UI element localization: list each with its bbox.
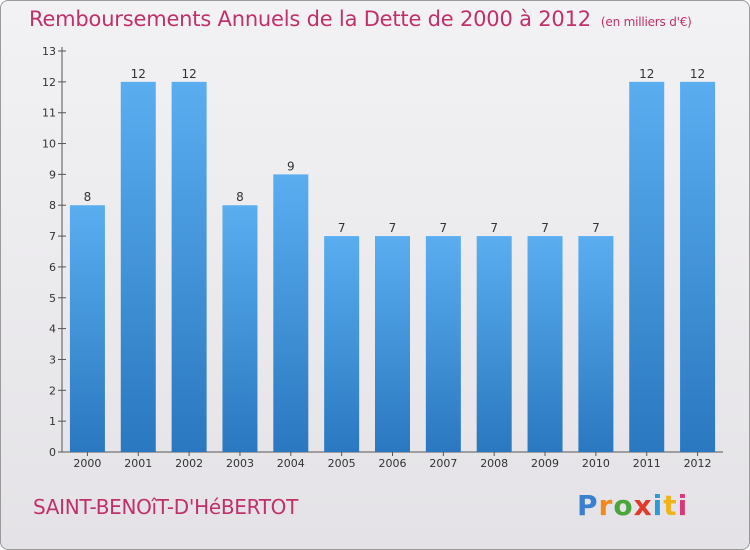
bar xyxy=(324,236,360,452)
bar xyxy=(527,236,563,452)
x-tick-label: 2007 xyxy=(429,457,457,470)
y-tick-label: 0 xyxy=(49,446,56,459)
x-tick-label: 2001 xyxy=(124,457,152,470)
x-tick-label: 2002 xyxy=(175,457,203,470)
proxiti-logo: Proxiti xyxy=(577,489,689,522)
bar xyxy=(120,81,156,452)
bar xyxy=(375,236,410,452)
bar-value-label: 7 xyxy=(389,221,397,235)
bar-value-label: 12 xyxy=(639,67,654,81)
bar-value-label: 7 xyxy=(338,221,346,235)
y-tick-label: 7 xyxy=(49,230,56,243)
x-tick-label: 2003 xyxy=(226,457,254,470)
x-tick-label: 2005 xyxy=(328,457,356,470)
x-tick-label: 2006 xyxy=(379,457,407,470)
y-tick-label: 5 xyxy=(49,292,56,305)
bar-value-label: 8 xyxy=(236,190,244,204)
x-tick-label: 2012 xyxy=(684,457,712,470)
bar-value-label: 9 xyxy=(287,159,295,173)
y-tick-label: 10 xyxy=(42,138,56,151)
x-tick-label: 2010 xyxy=(582,457,610,470)
y-tick-label: 1 xyxy=(49,415,56,428)
bar xyxy=(222,205,258,452)
bar xyxy=(680,81,716,452)
chart-unit: (en milliers d'€) xyxy=(600,15,692,29)
y-tick-label: 8 xyxy=(49,199,56,212)
bar xyxy=(273,174,309,452)
bar-value-label: 7 xyxy=(440,221,448,235)
x-tick-label: 2004 xyxy=(277,457,305,470)
bar xyxy=(171,81,207,452)
bar xyxy=(578,236,614,452)
x-tick-label: 2009 xyxy=(531,457,559,470)
commune-name: SAINT-BENOîT-D'HéBERTOT xyxy=(33,495,299,519)
y-tick-label: 13 xyxy=(42,45,56,58)
x-tick-label: 2000 xyxy=(73,457,101,470)
y-tick-label: 11 xyxy=(42,107,56,120)
bar-value-label: 7 xyxy=(490,221,498,235)
chart-title-text: Remboursements Annuels de la Dette de 20… xyxy=(29,7,591,31)
y-tick-label: 2 xyxy=(49,384,56,397)
bar xyxy=(629,81,665,452)
chart-title: Remboursements Annuels de la Dette de 20… xyxy=(29,7,692,31)
bar-value-label: 7 xyxy=(592,221,600,235)
x-tick-label: 2008 xyxy=(480,457,508,470)
bar-value-label: 12 xyxy=(690,67,705,81)
bar xyxy=(476,236,512,452)
bar xyxy=(425,236,461,452)
y-tick-label: 6 xyxy=(49,261,56,274)
y-tick-label: 3 xyxy=(49,353,56,366)
y-tick-label: 12 xyxy=(42,76,56,89)
bar-value-label: 7 xyxy=(541,221,549,235)
bar-value-label: 8 xyxy=(84,190,92,204)
y-tick-label: 9 xyxy=(49,168,56,181)
x-tick-label: 2011 xyxy=(633,457,661,470)
bar-value-label: 12 xyxy=(131,67,146,81)
bar-value-label: 12 xyxy=(181,67,196,81)
bar xyxy=(69,205,105,452)
y-tick-label: 4 xyxy=(49,323,56,336)
